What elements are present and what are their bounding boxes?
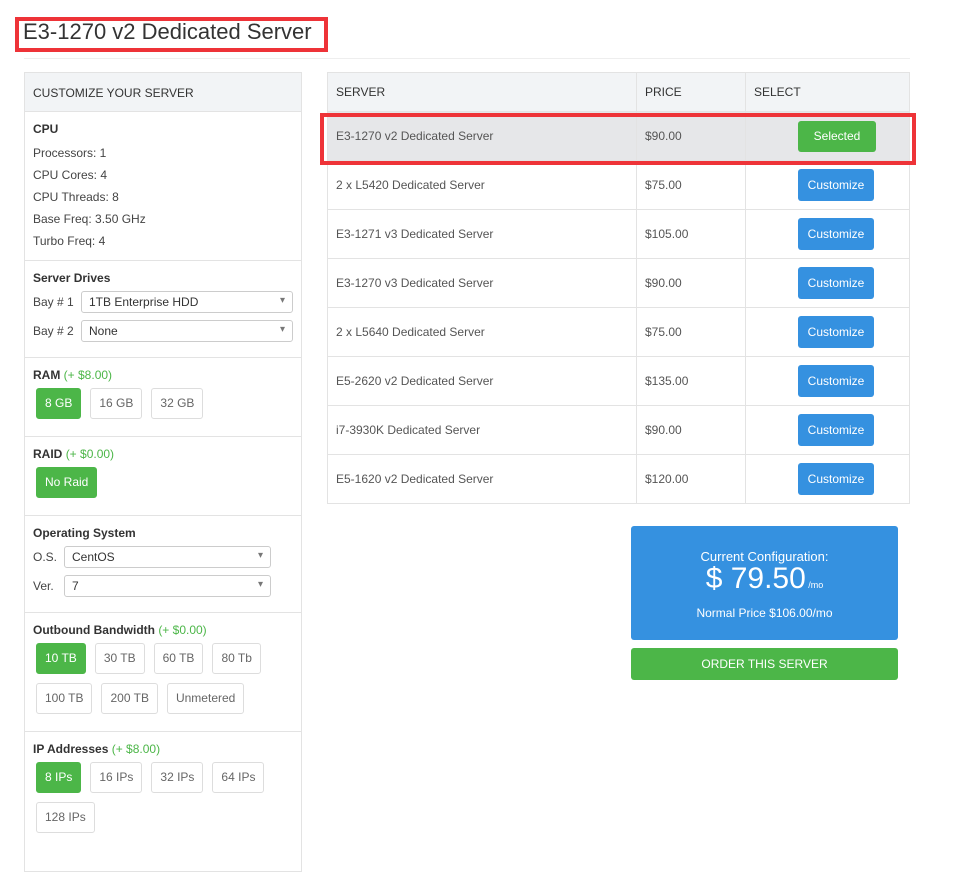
raid-add-price: (+ $0.00) <box>65 447 115 461</box>
server-price: $120.00 <box>636 454 746 504</box>
table-row: 2 x L5640 Dedicated Server $75.00 Customiz… <box>327 307 910 357</box>
server-name: E3-1270 v3 Dedicated Server <box>327 258 637 308</box>
price-unit: /mo <box>808 580 824 590</box>
customize-button[interactable]: Customize <box>798 218 874 250</box>
os-label: O.S. <box>33 550 58 564</box>
cpu-spec: CPU Threads: 8 <box>33 190 119 204</box>
server-price: $75.00 <box>636 160 746 210</box>
ip-option[interactable]: 16 IPs <box>90 762 143 793</box>
customize-button[interactable]: Customize <box>798 169 874 201</box>
ram-add-price: (+ $8.00) <box>63 368 113 382</box>
table-row: E5-1620 v2 Dedicated Server $120.00 Custom… <box>327 454 910 504</box>
server-price: $75.00 <box>636 307 746 357</box>
col-select: SELECT <box>745 72 910 112</box>
customize-button[interactable]: Customize <box>798 414 874 446</box>
server-name: i7-3930K Dedicated Server <box>327 405 637 455</box>
cpu-spec: Base Freq: 3.50 GHz <box>33 212 146 226</box>
os-select[interactable]: CentOS <box>64 546 271 568</box>
table-row: E3-1270 v3 Dedicated Server $90.00 Customi… <box>327 258 910 308</box>
ip-option[interactable]: 64 IPs <box>212 762 265 793</box>
version-select[interactable]: 7 <box>64 575 271 597</box>
ram-option[interactable]: 8 GB <box>36 388 82 419</box>
raid-title: RAID <box>33 447 63 461</box>
bandwidth-option[interactable]: 80 Tb <box>212 643 261 674</box>
configuration-summary: Current Configuration: $ 79.50 /mo Norma… <box>631 526 898 640</box>
customize-button[interactable]: Customize <box>798 365 874 397</box>
bay1-select[interactable]: 1TB Enterprise HDD <box>81 291 293 313</box>
config-label: Current Configuration: <box>700 549 829 564</box>
customize-header: CUSTOMIZE YOUR SERVER <box>25 73 301 112</box>
bandwidth-title: Outbound Bandwidth <box>33 623 155 637</box>
bandwidth-option[interactable]: 60 TB <box>153 643 204 674</box>
raid-option[interactable]: No Raid <box>36 467 98 498</box>
table-row: E5-2620 v2 Dedicated Server $135.00 Custom… <box>327 356 910 406</box>
table-row: i7-3930K Dedicated Server $90.00 Customize <box>327 405 910 455</box>
raid-section: RAID (+ $0.00) No Raid <box>25 437 301 516</box>
bay2-select[interactable]: None <box>81 320 293 342</box>
ram-option[interactable]: 32 GB <box>151 388 204 419</box>
customize-button[interactable]: Customize <box>798 316 874 348</box>
table-row: E3-1271 v3 Dedicated Server $105.00 Custom… <box>327 209 910 259</box>
ip-option[interactable]: 32 IPs <box>151 762 204 793</box>
bandwidth-add-price: (+ $0.00) <box>158 623 207 637</box>
customize-button[interactable]: Customize <box>798 463 874 495</box>
table-row: 2 x L5420 Dedicated Server $75.00 Customiz… <box>327 160 910 210</box>
server-price: $105.00 <box>636 209 746 259</box>
highlight-box-selected-row <box>320 113 916 165</box>
server-table: SERVER PRICE SELECT E3-1270 v2 Dedicated… <box>327 72 910 504</box>
server-price: $90.00 <box>636 111 746 161</box>
drives-title: Server Drives <box>33 271 111 285</box>
bandwidth-option[interactable]: 100 TB <box>36 683 93 714</box>
table-row: E3-1270 v2 Dedicated Server $90.00 Selecte… <box>327 111 910 161</box>
normal-price: Normal Price $106.00/mo <box>696 606 833 620</box>
ip-option[interactable]: 128 IPs <box>36 802 95 833</box>
ip-add-price: (+ $8.00) <box>111 742 161 756</box>
server-name: E5-1620 v2 Dedicated Server <box>327 454 637 504</box>
config-price: $ 79.50 <box>705 562 806 595</box>
bandwidth-option[interactable]: 10 TB <box>36 643 86 674</box>
ip-option[interactable]: 8 IPs <box>36 762 82 793</box>
customize-button[interactable]: Customize <box>798 267 874 299</box>
bandwidth-option[interactable]: 30 TB <box>94 643 145 674</box>
bay1-label: Bay # 1 <box>33 295 74 309</box>
bandwidth-option[interactable]: Unmetered <box>166 683 245 714</box>
ip-title: IP Addresses <box>33 742 109 756</box>
os-section: Operating System O.S. CentOS Ver. 7 <box>25 516 301 613</box>
cpu-spec: Processors: 1 <box>33 146 107 160</box>
ram-section: RAM (+ $8.00) 8 GB 16 GB 32 GB <box>25 358 301 437</box>
col-server: SERVER <box>327 72 637 112</box>
col-price: PRICE <box>636 72 746 112</box>
cpu-title: CPU <box>33 122 59 136</box>
ip-section: IP Addresses (+ $8.00) 8 IPs 16 IPs 32 IPs 6… <box>25 732 301 872</box>
highlight-box-title <box>15 17 328 52</box>
bay2-label: Bay # 2 <box>33 324 74 338</box>
ver-label: Ver. <box>33 579 54 593</box>
order-server-button[interactable]: ORDER THIS SERVER <box>631 648 898 680</box>
bandwidth-section: Outbound Bandwidth (+ $0.00) 10 TB 30 TB 60… <box>25 613 301 732</box>
server-price: $135.00 <box>636 356 746 406</box>
ram-option[interactable]: 16 GB <box>90 388 143 419</box>
cpu-spec: CPU Cores: 4 <box>33 168 108 182</box>
server-price: $90.00 <box>636 258 746 308</box>
cpu-spec: Turbo Freq: 4 <box>33 234 106 248</box>
bandwidth-option[interactable]: 200 TB <box>101 683 158 714</box>
drives-section: Server Drives Bay # 1 1TB Enterprise HDD … <box>25 261 301 358</box>
server-name: E3-1271 v3 Dedicated Server <box>327 209 637 259</box>
server-name: 2 x L5640 Dedicated Server <box>327 307 637 357</box>
os-title: Operating System <box>33 526 136 540</box>
ram-title: RAM <box>33 368 61 382</box>
server-name: E3-1270 v2 Dedicated Server <box>327 111 637 161</box>
server-price: $90.00 <box>636 405 746 455</box>
divider <box>24 58 910 59</box>
page-title: E3-1270 v2 Dedicated Server <box>23 19 312 44</box>
cpu-section: CPU Processors: 1 CPU Cores: 4 CPU Threads… <box>25 112 301 261</box>
selected-button[interactable]: Selected <box>798 120 876 152</box>
server-name: E5-2620 v2 Dedicated Server <box>327 356 637 406</box>
server-name: 2 x L5420 Dedicated Server <box>327 160 637 210</box>
